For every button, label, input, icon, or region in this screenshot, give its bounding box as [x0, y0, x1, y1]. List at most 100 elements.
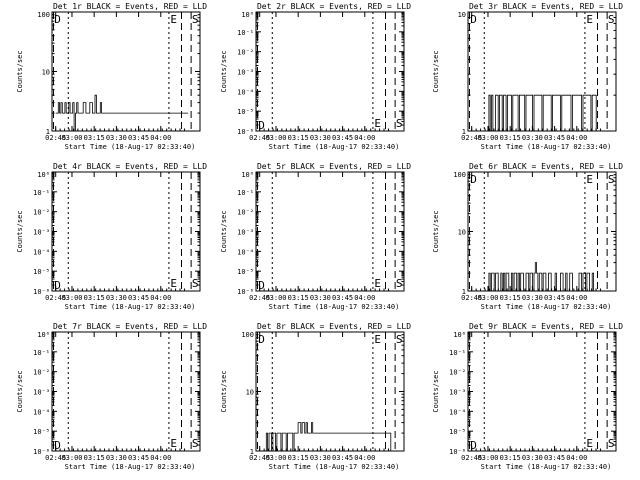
y-tick-label: 10⁻¹ — [237, 189, 254, 197]
x-tick-label: 03:30 — [522, 134, 543, 142]
x-tick-label: 03:15 — [288, 134, 309, 142]
y-tick-label: 100 — [37, 11, 50, 19]
marker-label-S: S — [192, 437, 199, 450]
x-tick-label: 03:45 — [332, 454, 353, 462]
plot-frame — [467, 331, 617, 452]
plot-frame — [51, 171, 201, 292]
marker-label-D: D — [470, 13, 477, 26]
x-tick-label: 03:45 — [128, 294, 149, 302]
y-tick-label: 10⁻³ — [33, 389, 50, 397]
marker-label-E: E — [170, 277, 177, 290]
x-tick-label: 02:45 — [45, 454, 66, 462]
marker-label-D: D — [54, 439, 61, 452]
x-tick-label: 04:00 — [354, 454, 375, 462]
events-series-line — [55, 94, 189, 132]
y-tick-label: 10 — [458, 229, 466, 237]
y-tick-label: 10⁻³ — [33, 229, 50, 237]
y-axis-label: Counts/sec — [220, 210, 228, 252]
panel-9: Det 9r BLACK = Events, RED = LLD Counts/s… — [432, 322, 623, 471]
x-tick-label: 03:00 — [477, 454, 498, 462]
plot-frame — [255, 11, 405, 132]
y-tick-label: 10⁻³ — [237, 69, 254, 77]
y-tick-label: 10⁻² — [237, 49, 254, 57]
marker-label-E: E — [374, 277, 381, 290]
y-axis-label: Counts/sec — [432, 50, 440, 92]
x-tick-label: 03:45 — [544, 454, 565, 462]
x-tick-label: 03:30 — [310, 134, 331, 142]
events-series-line — [259, 422, 393, 452]
marker-label-E: E — [374, 333, 381, 346]
y-tick-label: 10⁰ — [453, 331, 466, 339]
x-tick-label: 03:45 — [544, 294, 565, 302]
y-tick-label: 1 — [250, 448, 254, 456]
y-tick-label: 10⁻³ — [449, 389, 466, 397]
x-tick-label: 03:30 — [310, 294, 331, 302]
marker-label-E: E — [586, 13, 593, 26]
x-tick-label: 02:45 — [249, 294, 270, 302]
y-axis-label: Counts/sec — [432, 210, 440, 252]
y-tick-label: 10⁻² — [237, 209, 254, 217]
x-tick-label: 02:45 — [461, 454, 482, 462]
x-tick-label: 03:00 — [265, 454, 286, 462]
panel-title: Det 3r BLACK = Events, RED = LLD — [469, 2, 623, 11]
x-tick-label: 03:15 — [500, 454, 521, 462]
y-tick-label: 10⁻¹ — [449, 349, 466, 357]
marker-label-D: D — [470, 439, 477, 452]
x-tick-label: 03:30 — [106, 454, 127, 462]
x-tick-label: 03:30 — [106, 294, 127, 302]
x-axis-label: Start Time (18-Aug-17 02:33:40) — [481, 463, 612, 471]
marker-label-D: D — [54, 279, 61, 292]
marker-label-E: E — [170, 437, 177, 450]
marker-label-S: S — [192, 277, 199, 290]
y-tick-label: 10⁻⁶ — [237, 288, 254, 296]
x-tick-label: 03:15 — [84, 294, 105, 302]
y-tick-label: 10⁻⁵ — [33, 428, 50, 436]
y-tick-label: 1 — [462, 288, 466, 296]
panel-title: Det 5r BLACK = Events, RED = LLD — [257, 162, 411, 171]
x-tick-label: 04:00 — [150, 454, 171, 462]
events-series-line — [471, 262, 605, 292]
marker-label-D: D — [470, 173, 477, 186]
x-tick-label: 03:30 — [522, 454, 543, 462]
y-tick-label: 10 — [42, 69, 50, 77]
y-tick-label: 100 — [241, 331, 254, 339]
panel-4: Det 4r BLACK = Events, RED = LLD Counts/s… — [16, 162, 207, 311]
x-axis-label: Start Time (18-Aug-17 02:33:40) — [269, 463, 400, 471]
marker-label-S: S — [608, 173, 615, 186]
x-tick-label: 03:15 — [288, 454, 309, 462]
x-tick-label: 03:30 — [310, 454, 331, 462]
x-tick-label: 03:45 — [332, 294, 353, 302]
marker-label-S: S — [608, 437, 615, 450]
x-tick-label: 02:45 — [461, 134, 482, 142]
x-tick-label: 04:00 — [566, 134, 587, 142]
x-tick-label: 02:45 — [249, 454, 270, 462]
y-tick-label: 10⁻¹ — [33, 189, 50, 197]
y-axis-label: Counts/sec — [220, 50, 228, 92]
y-axis-label: Counts/sec — [16, 50, 24, 92]
marker-label-S: S — [396, 117, 403, 130]
y-tick-label: 10⁰ — [37, 331, 50, 339]
panel-title: Det 7r BLACK = Events, RED = LLD — [53, 322, 207, 331]
x-tick-label: 03:00 — [477, 294, 498, 302]
panel-title: Det 6r BLACK = Events, RED = LLD — [469, 162, 623, 171]
x-tick-label: 03:15 — [500, 134, 521, 142]
marker-label-E: E — [586, 173, 593, 186]
x-axis-label: Start Time (18-Aug-17 02:33:40) — [269, 143, 400, 151]
x-tick-label: 02:45 — [461, 294, 482, 302]
y-tick-label: 1 — [46, 128, 50, 136]
x-tick-label: 03:30 — [522, 294, 543, 302]
marker-label-D: D — [258, 279, 265, 292]
y-tick-label: 10⁻³ — [237, 229, 254, 237]
marker-label-D: D — [54, 13, 61, 26]
y-tick-label: 10⁻² — [33, 209, 50, 217]
x-tick-label: 04:00 — [566, 454, 587, 462]
y-tick-label: 1 — [462, 128, 466, 136]
plot-frame — [51, 331, 201, 452]
x-tick-label: 03:00 — [477, 134, 498, 142]
y-tick-label: 10⁻⁴ — [33, 408, 50, 416]
y-tick-label: 10⁻⁶ — [33, 288, 50, 296]
panel-2: Det 2r BLACK = Events, RED = LLD Counts/s… — [220, 2, 411, 151]
y-tick-label: 10⁻⁶ — [449, 448, 466, 456]
y-tick-label: 10⁻⁵ — [237, 108, 254, 116]
